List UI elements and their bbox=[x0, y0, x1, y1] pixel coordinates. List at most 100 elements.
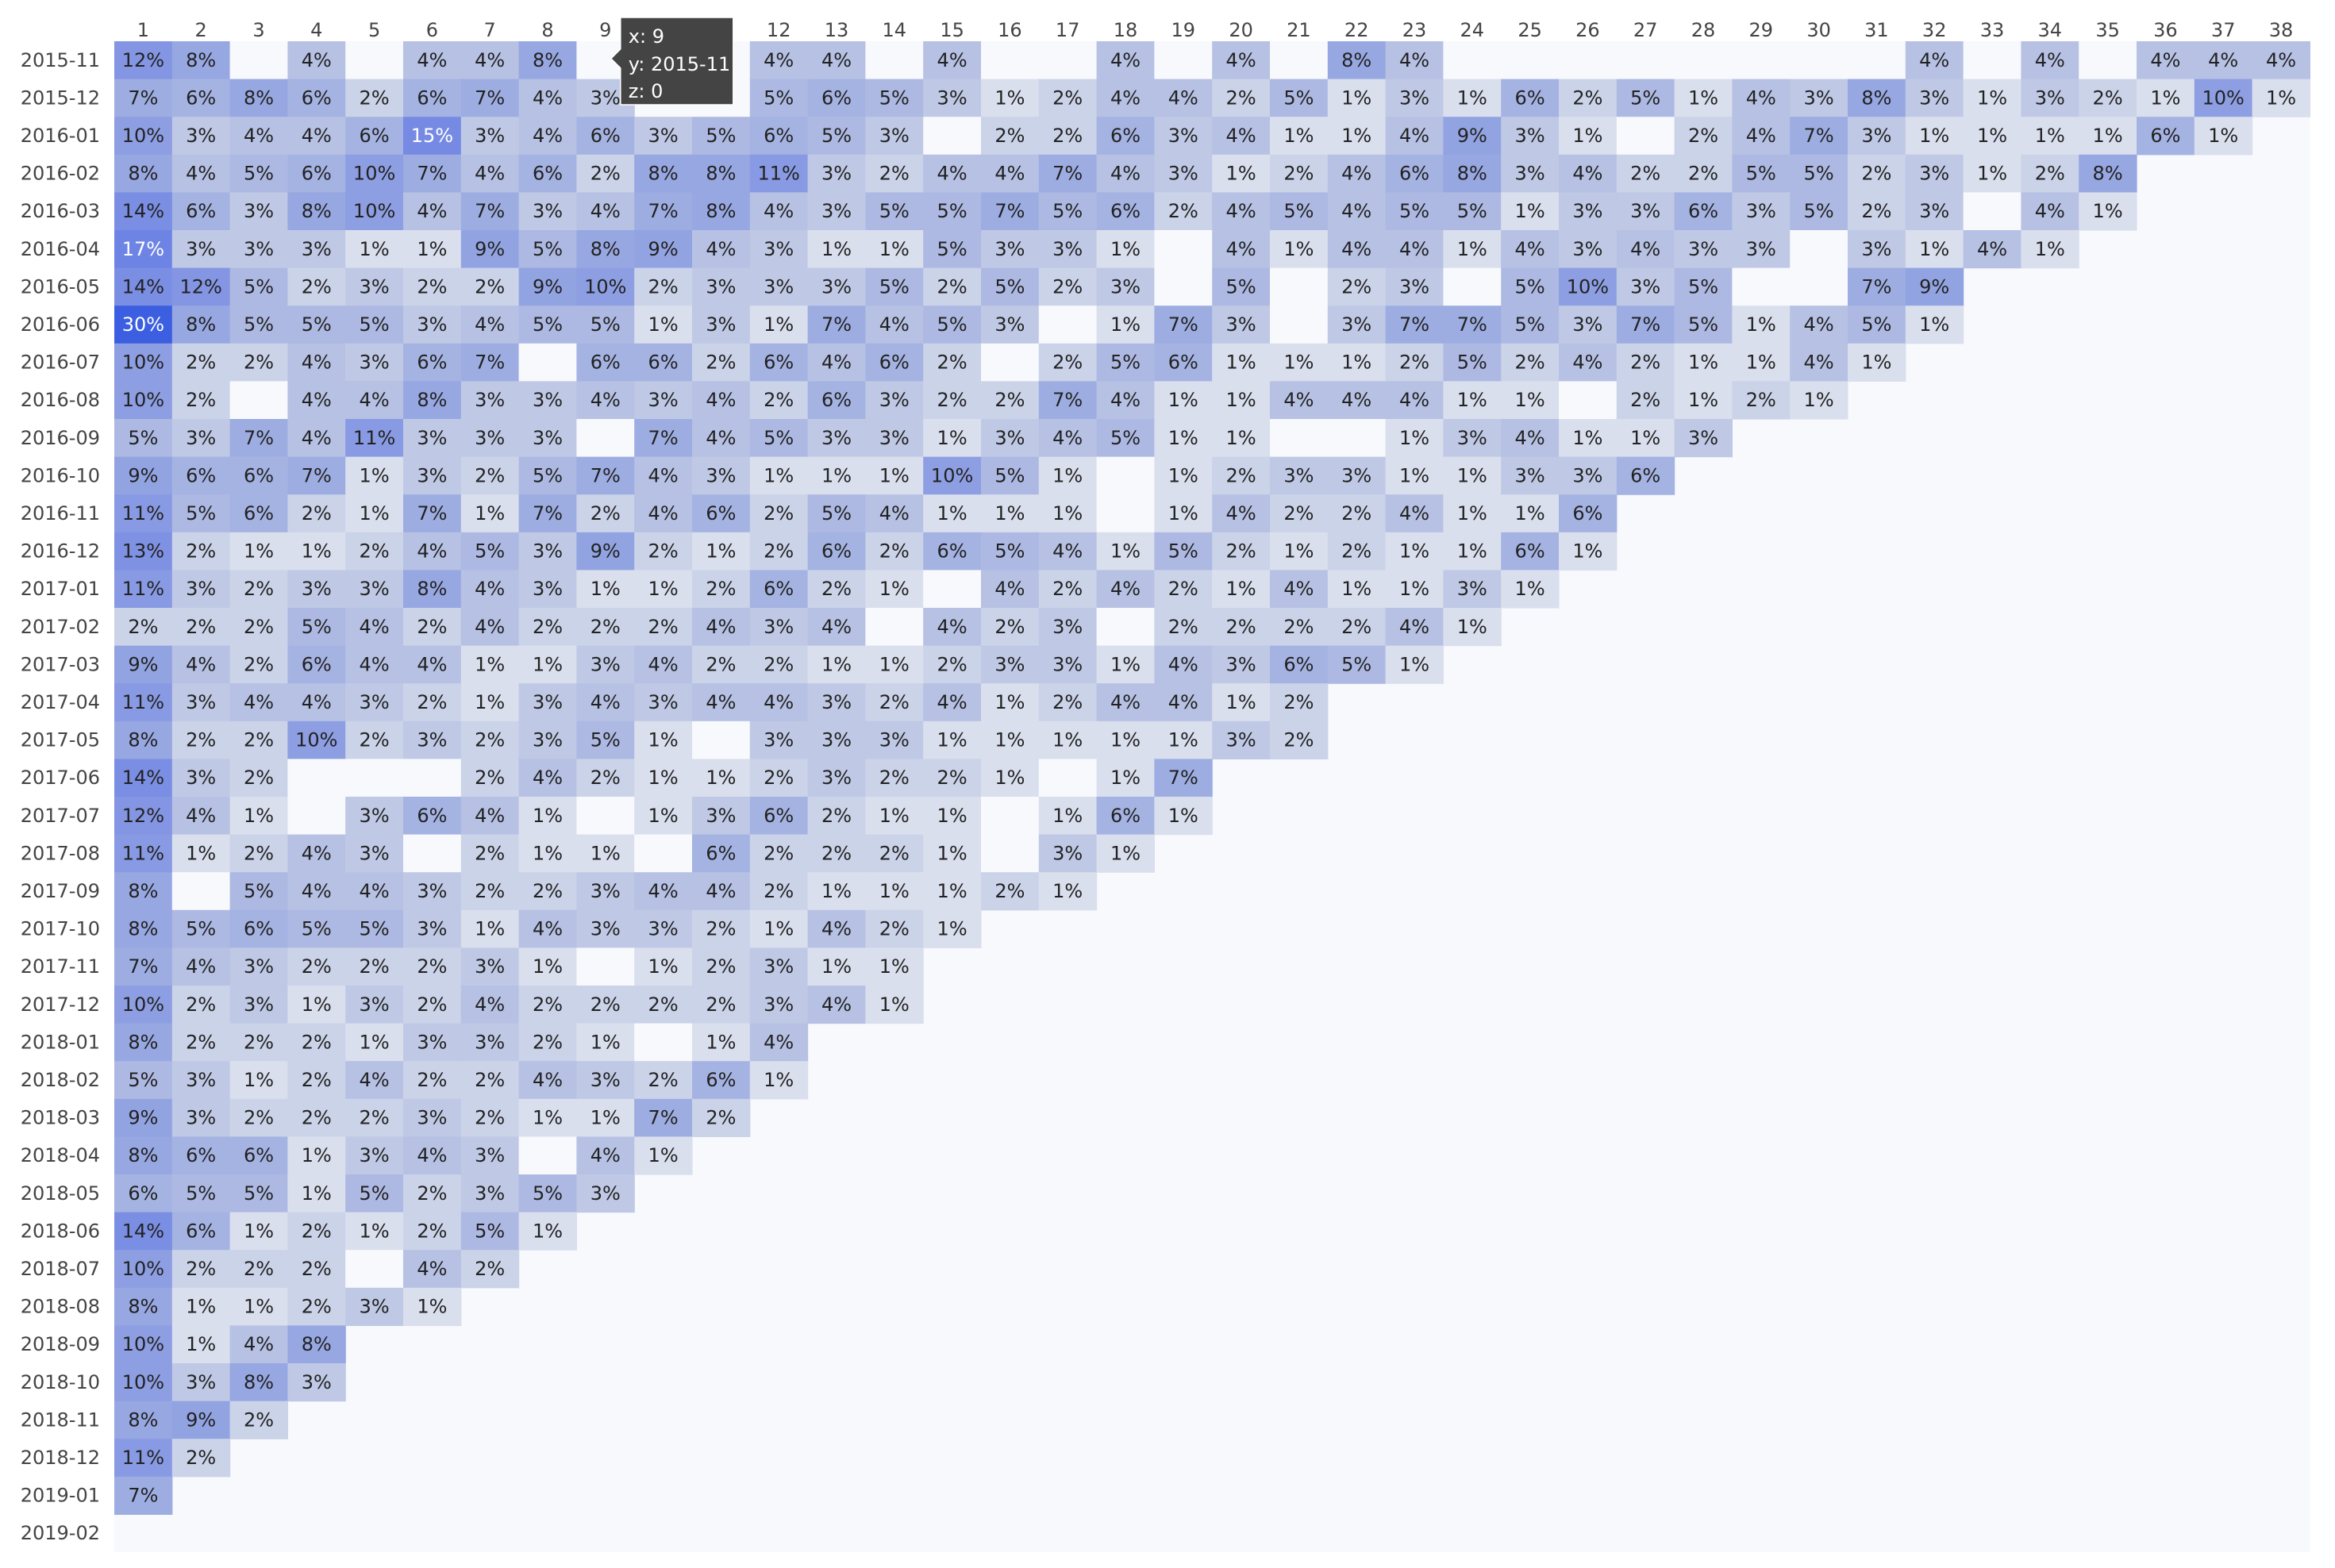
heatmap-cell[interactable] bbox=[634, 909, 693, 948]
heatmap-cell[interactable] bbox=[749, 721, 809, 759]
heatmap-cell[interactable] bbox=[576, 154, 635, 193]
heatmap-cell[interactable] bbox=[171, 192, 231, 231]
heatmap-cell[interactable] bbox=[1616, 154, 1675, 193]
heatmap-cell[interactable] bbox=[1038, 532, 1098, 571]
heatmap-cell[interactable] bbox=[403, 834, 462, 873]
heatmap-cell[interactable] bbox=[2252, 79, 2310, 117]
heatmap-cell[interactable] bbox=[865, 41, 924, 80]
heatmap-cell[interactable] bbox=[981, 117, 1040, 156]
heatmap-cell[interactable] bbox=[1385, 306, 1444, 344]
heatmap-cell[interactable] bbox=[576, 683, 635, 722]
heatmap-cell[interactable] bbox=[460, 306, 520, 344]
heatmap-cell[interactable] bbox=[1270, 117, 1329, 156]
heatmap-cell[interactable] bbox=[1096, 306, 1155, 344]
heatmap-cell[interactable] bbox=[1674, 381, 1733, 420]
heatmap-cell[interactable] bbox=[1270, 683, 1329, 722]
heatmap-cell[interactable] bbox=[981, 797, 1040, 836]
heatmap-cell[interactable] bbox=[1096, 267, 1155, 306]
heatmap-cell[interactable] bbox=[114, 1250, 173, 1289]
heatmap-cell[interactable] bbox=[923, 230, 982, 269]
heatmap-cell[interactable] bbox=[634, 1136, 693, 1175]
heatmap-cell[interactable] bbox=[287, 570, 346, 609]
heatmap-cell[interactable] bbox=[749, 1061, 809, 1100]
heatmap-cell[interactable] bbox=[576, 608, 635, 647]
heatmap-cell[interactable] bbox=[923, 267, 982, 306]
heatmap-cell[interactable] bbox=[1212, 230, 1271, 269]
heatmap-cell[interactable] bbox=[1212, 267, 1271, 306]
heatmap-cell[interactable] bbox=[1674, 192, 1733, 231]
heatmap-cell[interactable] bbox=[1270, 456, 1329, 495]
heatmap-cell[interactable] bbox=[1270, 645, 1329, 684]
heatmap-cell[interactable] bbox=[403, 1023, 462, 1062]
heatmap-cell[interactable] bbox=[981, 79, 1040, 117]
heatmap-cell[interactable] bbox=[460, 834, 520, 873]
heatmap-cell[interactable] bbox=[981, 834, 1040, 873]
heatmap-cell[interactable] bbox=[923, 41, 982, 80]
heatmap-cell[interactable] bbox=[1212, 306, 1271, 344]
heatmap-cell[interactable] bbox=[634, 532, 693, 571]
heatmap-cell[interactable] bbox=[403, 909, 462, 948]
heatmap-cell[interactable] bbox=[345, 1023, 404, 1062]
heatmap-cell[interactable] bbox=[1963, 230, 2021, 269]
heatmap-cell[interactable] bbox=[1790, 41, 1848, 80]
heatmap-cell[interactable] bbox=[114, 381, 173, 420]
heatmap-cell[interactable] bbox=[865, 909, 924, 948]
heatmap-cell[interactable] bbox=[807, 456, 866, 495]
heatmap-cell[interactable] bbox=[981, 608, 1040, 647]
heatmap-cell[interactable] bbox=[865, 759, 924, 797]
heatmap-cell[interactable] bbox=[114, 608, 173, 647]
heatmap-cell[interactable] bbox=[114, 721, 173, 759]
heatmap-cell[interactable] bbox=[114, 192, 173, 231]
heatmap-cell[interactable] bbox=[1327, 381, 1387, 420]
heatmap-cell[interactable] bbox=[1732, 267, 1791, 306]
heatmap-cell[interactable] bbox=[229, 759, 288, 797]
heatmap-cell[interactable] bbox=[2079, 192, 2137, 231]
heatmap-cell[interactable] bbox=[345, 872, 404, 911]
heatmap-cell[interactable] bbox=[1038, 267, 1098, 306]
heatmap-cell[interactable] bbox=[460, 419, 520, 458]
heatmap-cell[interactable] bbox=[114, 343, 173, 382]
heatmap-cell[interactable] bbox=[114, 986, 173, 1024]
heatmap-cell[interactable] bbox=[114, 532, 173, 571]
heatmap-cell[interactable] bbox=[171, 456, 231, 495]
heatmap-cell[interactable] bbox=[403, 1136, 462, 1175]
heatmap-cell[interactable] bbox=[114, 645, 173, 684]
heatmap-cell[interactable] bbox=[1732, 41, 1791, 80]
heatmap-cell[interactable] bbox=[1559, 343, 1618, 382]
heatmap-cell[interactable] bbox=[807, 306, 866, 344]
heatmap-cell[interactable] bbox=[171, 1212, 231, 1251]
heatmap-cell[interactable] bbox=[1674, 306, 1733, 344]
heatmap-cell[interactable] bbox=[171, 532, 231, 571]
heatmap-cell[interactable] bbox=[460, 494, 520, 533]
heatmap-cell[interactable] bbox=[749, 343, 809, 382]
heatmap-cell[interactable] bbox=[634, 381, 693, 420]
heatmap-cell[interactable] bbox=[634, 117, 693, 156]
heatmap-cell[interactable] bbox=[171, 1136, 231, 1175]
heatmap-cell[interactable] bbox=[807, 532, 866, 571]
heatmap-cell[interactable] bbox=[229, 230, 288, 269]
heatmap-cell[interactable] bbox=[981, 343, 1040, 382]
heatmap-cell[interactable] bbox=[1790, 117, 1848, 156]
heatmap-cell[interactable] bbox=[171, 154, 231, 193]
heatmap-cell[interactable] bbox=[229, 1325, 288, 1364]
heatmap-cell[interactable] bbox=[403, 381, 462, 420]
heatmap-cell[interactable] bbox=[981, 683, 1040, 722]
heatmap-cell[interactable] bbox=[981, 759, 1040, 797]
heatmap-cell[interactable] bbox=[981, 381, 1040, 420]
heatmap-cell[interactable] bbox=[1212, 343, 1271, 382]
heatmap-cell[interactable] bbox=[460, 683, 520, 722]
heatmap-cell[interactable] bbox=[460, 192, 520, 231]
heatmap-cell[interactable] bbox=[345, 1061, 404, 1100]
heatmap-cell[interactable] bbox=[1905, 41, 1964, 80]
heatmap-cell[interactable] bbox=[460, 1250, 520, 1289]
heatmap-cell[interactable] bbox=[229, 1212, 288, 1251]
heatmap-cell[interactable] bbox=[1616, 306, 1675, 344]
heatmap-cell[interactable] bbox=[403, 608, 462, 647]
heatmap-cell[interactable] bbox=[171, 230, 231, 269]
heatmap-cell[interactable] bbox=[807, 947, 866, 986]
heatmap-cell[interactable] bbox=[345, 1174, 404, 1213]
heatmap-cell[interactable] bbox=[692, 1098, 751, 1137]
heatmap-cell[interactable] bbox=[1385, 570, 1444, 609]
heatmap-cell[interactable] bbox=[171, 683, 231, 722]
heatmap-cell[interactable] bbox=[460, 721, 520, 759]
